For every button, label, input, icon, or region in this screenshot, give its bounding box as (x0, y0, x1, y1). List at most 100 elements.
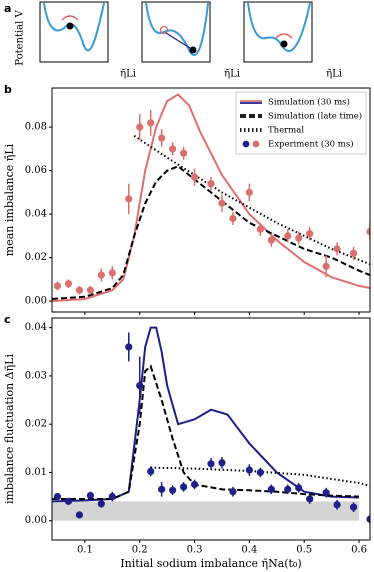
x-label: η̄Li (120, 69, 136, 80)
y-tick-label: 0.02 (25, 419, 47, 430)
y-tick-label: 0.00 (25, 515, 47, 526)
data-point (333, 245, 341, 253)
data-point (207, 180, 215, 188)
panel-label: b (4, 83, 12, 96)
x-tick-label: 0.5 (296, 545, 312, 556)
plot-frame (51, 317, 371, 541)
legend-label: Experiment (30 ms) (268, 139, 354, 150)
data-point (75, 286, 84, 294)
series-line (52, 326, 360, 503)
x-label: η̄Li (224, 69, 240, 80)
data-point (158, 485, 166, 493)
data-point (207, 460, 215, 468)
series-line (52, 93, 370, 303)
data-point (218, 459, 226, 467)
data-point (86, 492, 94, 500)
y-tick-label: 0.04 (25, 322, 47, 333)
data-point (108, 492, 116, 501)
data-point (245, 466, 253, 474)
schematic-box (243, 1, 313, 63)
data-point (229, 488, 237, 496)
data-point (267, 485, 275, 493)
data-point (158, 134, 166, 142)
panel-label: c (4, 313, 11, 326)
data-point (147, 467, 155, 476)
data-point (256, 468, 264, 477)
y-tick-label: 0.06 (25, 165, 47, 176)
particle (66, 22, 74, 30)
series-line (133, 135, 370, 266)
potential-curve (247, 2, 311, 52)
schematic-box (141, 1, 211, 63)
data-point (322, 262, 330, 270)
data-point (190, 173, 199, 181)
initial-position (159, 25, 169, 35)
data-point (349, 249, 358, 257)
x-tick-label: 0.2 (132, 545, 148, 556)
data-point (295, 484, 303, 492)
legend: Simulation (30 ms) Simulation (late time)… (235, 91, 367, 155)
data-point (97, 500, 105, 508)
y-axis-label: mean imbalance η̄Li (3, 143, 16, 256)
potential-curve (43, 2, 105, 52)
plot-frame (51, 87, 371, 313)
data-point (147, 119, 155, 127)
data-point (179, 483, 188, 491)
data-point (179, 149, 188, 157)
legend-label: Thermal (268, 126, 304, 136)
y-tick-label: 0.02 (25, 252, 47, 263)
data-point (190, 480, 199, 489)
data-point (295, 234, 303, 242)
data-point (53, 492, 62, 501)
data-point (169, 145, 177, 153)
data-point (53, 282, 62, 290)
data-point (229, 214, 237, 223)
shaded-band (52, 501, 360, 521)
data-point (125, 343, 133, 351)
oscillation-arrow (275, 33, 293, 39)
particle (189, 46, 197, 54)
legend-label: Simulation (late time) (268, 111, 362, 122)
y-axis-label: imbalance fluctuation Δη̄Li (3, 354, 16, 505)
data-point (306, 230, 314, 238)
data-point (75, 511, 84, 519)
data-point (86, 286, 94, 294)
series-line (52, 364, 360, 500)
data-point (64, 497, 73, 505)
x-label: η̄Li (326, 69, 342, 80)
series-line (52, 165, 370, 300)
data-point (108, 269, 116, 277)
data-point (218, 199, 226, 207)
schematic-box (39, 1, 109, 63)
data-point (333, 501, 341, 509)
legend-swatch (242, 140, 250, 148)
data-point (64, 280, 73, 288)
y-tick-label: 0.03 (25, 370, 47, 381)
y-tick-label: 0.01 (25, 467, 47, 478)
data-point (256, 225, 264, 233)
data-point (125, 195, 133, 203)
data-point (306, 495, 314, 503)
data-point (169, 486, 177, 494)
data-point (136, 123, 144, 131)
particle (280, 40, 288, 48)
legend-swatch (252, 140, 260, 148)
data-point (267, 236, 275, 244)
x-tick-label: 0.1 (77, 545, 93, 556)
schematic-panel: a Potential V η̄Li η̄Li η̄Li (4, 1, 342, 80)
data-point (97, 271, 105, 279)
x-axis-label: Initial sodium imbalance η̄Na(t₀) (120, 557, 301, 570)
series-line (150, 466, 370, 487)
data-point (245, 188, 253, 196)
data-point (349, 503, 358, 511)
data-point (284, 232, 292, 240)
potential-curve (145, 2, 209, 56)
data-point (322, 489, 330, 497)
data-point (366, 515, 370, 523)
y-tick-label: 0.08 (25, 122, 47, 133)
plot-panel: c 0.00 0.01 0.02 0.03 0.04 0.1 0.2 0.3 0.4 0.5 0.6 i… (3, 313, 371, 570)
y-tick-label: 0.04 (25, 209, 47, 220)
panel-label: a (4, 2, 11, 15)
data-point (136, 381, 144, 390)
